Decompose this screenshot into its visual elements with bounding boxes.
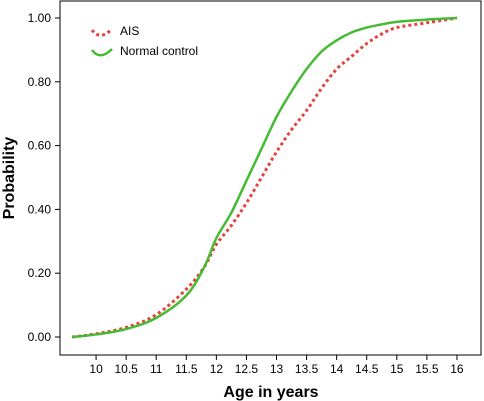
- x-tick-label: 15.5: [415, 362, 439, 376]
- y-tick-label: 0.40: [28, 202, 52, 216]
- x-tick-label: 12.5: [235, 362, 259, 376]
- x-tick-label: 16: [450, 362, 464, 376]
- y-axis-title: Probability: [1, 137, 18, 220]
- y-tick-label: 0.80: [28, 75, 52, 89]
- legend-label: AIS: [120, 24, 139, 38]
- x-tick-label: 11.5: [175, 362, 198, 376]
- legend-swatch: [90, 27, 114, 37]
- y-tick-label: 1.00: [28, 11, 52, 25]
- x-tick-label: 13.5: [295, 362, 319, 376]
- y-tick-label: 0.00: [28, 330, 52, 344]
- y-tick-label: 0.20: [28, 266, 52, 280]
- legend: AIS Normal control: [90, 24, 198, 58]
- normal-control-line: [71, 16, 458, 339]
- x-tick-label: 11: [150, 362, 163, 376]
- x-tick-label: 15: [390, 362, 404, 376]
- legend-label: Normal control: [120, 44, 198, 58]
- y-tick-label: 0.60: [28, 139, 52, 153]
- x-axis: 10 10.5 11 11.5 12 12.5 13 13.5 14 14.5 15 15.5 16: [89, 355, 464, 376]
- legend-swatch: [90, 48, 113, 57]
- x-tick-label: 13: [270, 362, 284, 376]
- x-axis-title: Age in years: [223, 384, 318, 401]
- x-tick-label: 14.5: [355, 362, 379, 376]
- x-tick-label: 10.5: [114, 362, 138, 376]
- ais-line: [71, 16, 458, 339]
- x-tick-label: 12: [210, 362, 224, 376]
- plot-area: [59, 0, 482, 356]
- y-axis: 0.00 0.20 0.40 0.60 0.80 1.00: [28, 11, 60, 344]
- series-layer: [71, 16, 458, 339]
- x-tick-label: 14: [330, 362, 344, 376]
- x-tick-label: 10: [89, 362, 103, 376]
